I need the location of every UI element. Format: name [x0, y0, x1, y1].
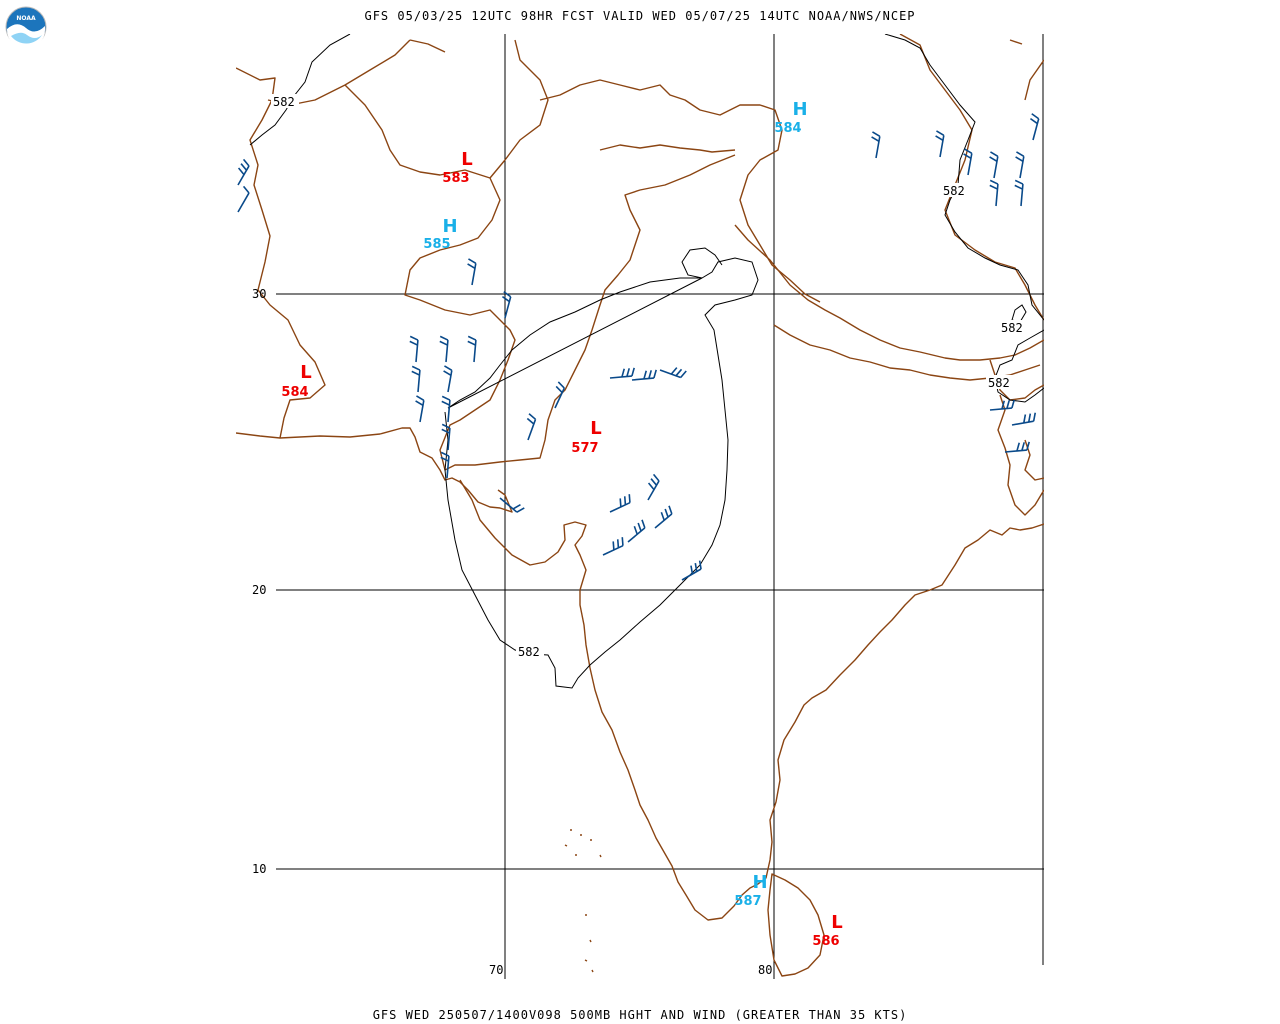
wind-barb-icon [935, 130, 945, 158]
wind-barb-icon [439, 335, 449, 363]
wind-barb-icon [681, 560, 702, 581]
wind-barb-icon [1029, 113, 1040, 141]
wind-barb-icon [467, 335, 477, 363]
contour-label: 582 [988, 376, 1010, 390]
wind-barb-icon [499, 497, 525, 513]
low-center: L 584 [281, 362, 311, 400]
lat-label-30: 30 [252, 287, 266, 301]
center-letter: H [792, 99, 807, 120]
center-letter: L [461, 149, 472, 170]
wind-barb-icon [415, 395, 425, 423]
wind-barb-icon [1014, 179, 1024, 207]
center-value: 586 [812, 934, 839, 949]
noaa-logo-text: NOAA [16, 15, 36, 22]
lat-label-10: 10 [252, 862, 266, 876]
center-letter: L [300, 362, 311, 383]
center-letter: H [752, 872, 767, 893]
wind-barb-icon [441, 395, 451, 423]
wind-barb-icon [602, 537, 624, 556]
wind-barb-icon [467, 258, 477, 286]
lat-lon-grid [276, 34, 1044, 979]
wind-barb-icon [1011, 412, 1037, 426]
wind-barbs [237, 113, 1040, 581]
wind-barb-icon [989, 151, 999, 179]
map-title: GFS 05/03/25 12UTC 98HR FCST VALID WED 0… [364, 9, 916, 23]
contour-labels: 582 582 582 582 582 [271, 94, 1027, 659]
lat-label-20: 20 [252, 583, 266, 597]
wind-barb-icon [627, 519, 646, 543]
center-value: 577 [571, 441, 598, 456]
coastline [236, 34, 1044, 977]
center-value: 584 [774, 121, 801, 136]
wind-barb-icon [609, 494, 631, 513]
center-letter: L [831, 912, 842, 933]
wind-barb-icon [443, 365, 453, 393]
wind-barb-icon [441, 423, 451, 451]
grid-labels: 30 20 10 70 80 [252, 287, 772, 977]
contour-label: 582 [1001, 321, 1023, 335]
wind-barb-icon [1015, 151, 1025, 179]
lon-label-80: 80 [758, 963, 772, 977]
high-center: H 585 [423, 216, 457, 252]
wind-barb-icon [526, 413, 537, 441]
map-subtitle: GFS WED 250507/1400V098 500MB HGHT AND W… [372, 1008, 908, 1022]
center-letter: L [590, 418, 601, 439]
contour-label: 582 [273, 95, 295, 109]
center-value: 583 [442, 171, 469, 186]
wind-barb-icon [654, 505, 673, 529]
wind-barb-icon [963, 148, 973, 176]
center-value: 585 [423, 237, 450, 252]
center-letter: H [442, 216, 457, 237]
wind-barb-icon [237, 185, 250, 213]
low-center: L 583 [442, 149, 472, 186]
wind-barb-icon [647, 473, 660, 501]
low-center: L 586 [812, 912, 842, 949]
wind-barb-icon [609, 367, 635, 379]
wind-barb-icon [989, 399, 1015, 411]
high-center: H 584 [774, 99, 807, 136]
lon-label-70: 70 [489, 963, 503, 977]
wind-barb-icon [871, 131, 881, 159]
wind-barb-icon [989, 179, 999, 207]
center-value: 587 [734, 894, 761, 909]
high-center: H 587 [734, 872, 767, 909]
pressure-centers: L 583 H 585 H 584 L 584 L 577 H 587 L 58… [281, 99, 842, 949]
wind-barb-icon [501, 291, 512, 319]
noaa-logo-icon: NOAA [5, 6, 47, 48]
wind-barb-icon [1004, 441, 1030, 453]
wind-barb-icon [237, 158, 250, 186]
low-center: L 577 [571, 418, 601, 456]
contour-label: 582 [518, 645, 540, 659]
wind-barb-icon [440, 451, 450, 479]
wind-barb-icon [631, 369, 657, 381]
wind-barb-icon [659, 367, 687, 379]
center-value: 584 [281, 385, 308, 400]
wind-barb-icon [409, 335, 419, 363]
contour-label: 582 [943, 184, 965, 198]
wind-barb-icon [554, 381, 566, 409]
wind-barb-icon [411, 365, 421, 393]
